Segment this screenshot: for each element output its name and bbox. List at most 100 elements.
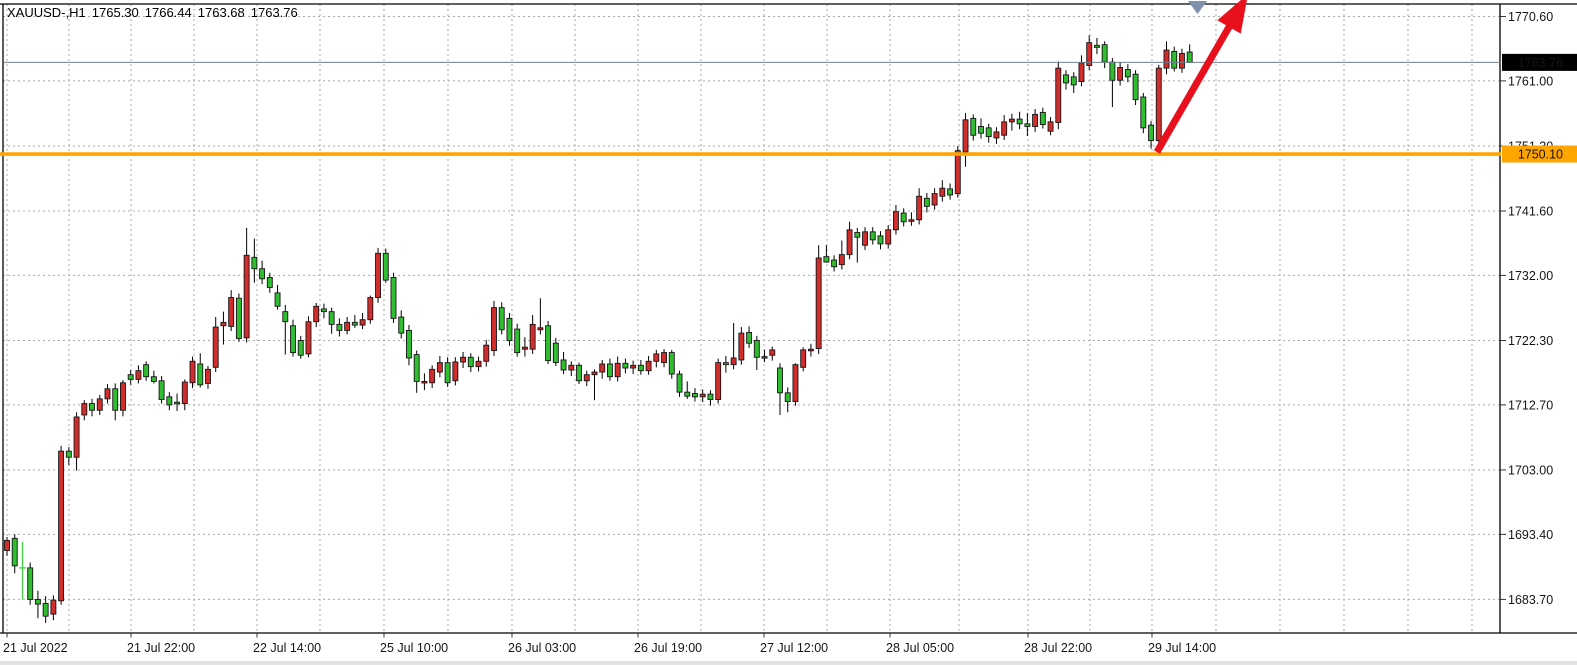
bear-candle	[498, 307, 505, 331]
bear-candle	[11, 537, 18, 567]
hline-price-tag	[1502, 145, 1577, 163]
x-axis-label[interactable]: 29 Jul 14:00	[1148, 641, 1216, 655]
title-high-value: 1766.44	[144, 5, 192, 20]
trend-arrow-head-icon[interactable]	[1217, 0, 1248, 34]
bear-candle	[282, 311, 289, 323]
x-axis-label[interactable]: 28 Jul 05:00	[886, 641, 954, 655]
bear-candle	[166, 396, 173, 406]
bull-candle	[1078, 62, 1085, 83]
y-axis-label[interactable]: 1683.70	[1508, 593, 1553, 607]
y-axis-label[interactable]: 1703.00	[1508, 463, 1553, 477]
bull-candle	[483, 344, 490, 362]
bid-price-tag	[1502, 53, 1577, 71]
bear-candle	[707, 393, 714, 400]
bull-candle	[436, 362, 443, 373]
y-axis-label[interactable]: 1761.00	[1508, 74, 1553, 88]
bull-candle	[50, 599, 57, 615]
x-axis-label[interactable]: 22 Jul 14:00	[253, 641, 321, 655]
bull-candle	[4, 539, 10, 551]
trend-arrow-shaft[interactable]	[1153, 19, 1236, 154]
bull-candle	[862, 231, 868, 246]
bull-candle	[104, 388, 111, 400]
y-axis-label[interactable]: 1722.30	[1508, 334, 1553, 348]
y-axis-label[interactable]: 1770.60	[1508, 10, 1553, 24]
bull-candle	[375, 252, 381, 299]
bull-candle	[653, 353, 660, 362]
bull-candle	[529, 323, 536, 350]
bull-candle	[1117, 67, 1124, 81]
x-axis-label[interactable]: 28 Jul 22:00	[1024, 641, 1092, 655]
bull-candle	[939, 187, 946, 197]
bull-candle	[908, 219, 915, 222]
bear-candle	[1148, 124, 1154, 142]
x-axis-label[interactable]: 26 Jul 19:00	[634, 641, 702, 655]
bear-candle	[1093, 44, 1100, 48]
bear-candle	[336, 323, 343, 331]
bull-candle	[807, 348, 814, 352]
bull-candle	[993, 131, 1000, 139]
bear-candle	[970, 118, 977, 136]
y-axis-label[interactable]: 1712.70	[1508, 398, 1553, 412]
bear-candle	[127, 374, 134, 380]
bear-candle	[777, 367, 783, 394]
y-axis-label[interactable]: 1693.40	[1508, 528, 1553, 542]
bear-candle	[297, 340, 304, 356]
bear-candle	[406, 329, 412, 359]
y-axis-label[interactable]: 1741.60	[1508, 205, 1553, 219]
bear-candle	[398, 316, 405, 334]
bear-candle	[34, 598, 41, 605]
bull-candle	[367, 297, 374, 321]
bull-candle	[1001, 121, 1008, 136]
bull-candle	[599, 363, 606, 373]
bull-candle	[1163, 49, 1170, 69]
bull-candle	[715, 362, 722, 400]
bear-candle	[320, 308, 327, 313]
bear-candle	[174, 401, 181, 405]
bull-candle	[359, 319, 366, 326]
bull-candle	[1055, 67, 1062, 123]
bull-candle	[1047, 121, 1054, 132]
bear-candle	[150, 376, 157, 382]
x-axis-label[interactable]: 21 Jul 2022	[3, 641, 68, 655]
hline-price-tag-label: 1750.10	[1518, 148, 1563, 162]
bull-candle	[645, 360, 652, 372]
x-axis-label[interactable]: 27 Jul 12:00	[760, 641, 828, 655]
bull-candle	[475, 360, 482, 368]
bull-candle	[212, 326, 219, 368]
x-axis-label[interactable]: 21 Jul 22:00	[127, 641, 195, 655]
bull-candle	[738, 332, 745, 361]
bull-candle	[893, 211, 899, 231]
bull-candle	[661, 352, 667, 364]
title-low-value: 1763.68	[197, 5, 245, 20]
down-triangle-marker-icon[interactable]	[1188, 1, 1207, 14]
bear-candle	[784, 392, 791, 402]
bear-candle	[753, 340, 760, 358]
bull-candle	[730, 357, 737, 366]
window-bottom-edge	[0, 661, 1577, 665]
bear-candle	[823, 256, 830, 263]
bear-candle	[89, 403, 95, 411]
x-axis-label[interactable]: 25 Jul 10:00	[380, 641, 448, 655]
bull-candle	[583, 374, 590, 382]
bull-candle	[761, 356, 768, 359]
bull-candle	[962, 119, 969, 153]
x-axis-label[interactable]: 26 Jul 03:00	[508, 641, 576, 655]
bear-candle	[251, 256, 258, 270]
bull-candle	[614, 362, 621, 378]
bull-candle	[1032, 113, 1039, 127]
y-axis-label[interactable]: 1732.00	[1508, 269, 1553, 283]
bear-candle	[1070, 76, 1077, 86]
bear-candle	[978, 126, 984, 134]
bear-candle	[65, 450, 72, 458]
bear-candle	[514, 328, 521, 354]
bear-candle	[854, 232, 861, 238]
bull-candle	[189, 360, 196, 384]
bull-candle	[815, 257, 822, 349]
bull-candle	[220, 321, 227, 327]
bull-candle	[305, 321, 312, 355]
bear-candle	[1109, 61, 1116, 81]
bear-candle	[506, 317, 513, 341]
bear-candle	[684, 391, 691, 397]
bear-candle	[42, 603, 49, 617]
